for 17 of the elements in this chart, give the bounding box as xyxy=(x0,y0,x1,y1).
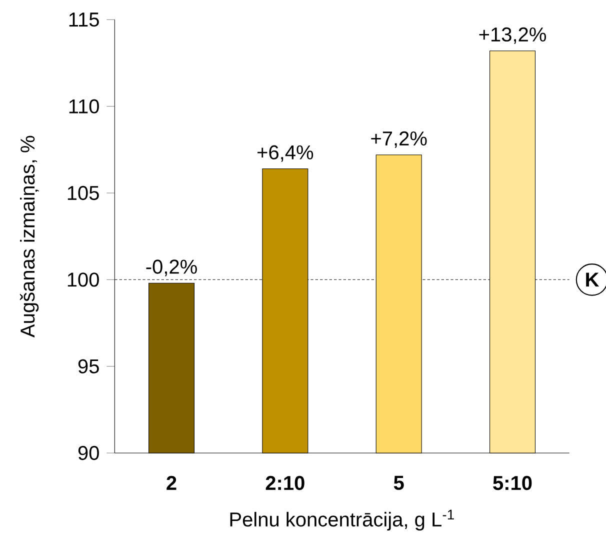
annotation: +13,2% xyxy=(479,27,546,44)
y-tick-label: 110 xyxy=(69,99,99,114)
annotation: +6,4% xyxy=(258,145,314,162)
y-tick-label: 105 xyxy=(68,186,99,200)
annotation: -0,2% xyxy=(146,260,197,276)
x-tick-label: 2 xyxy=(166,476,176,490)
y-tick-label: 90 xyxy=(78,446,99,460)
y-axis-title: Augšanas izmaiņas, % xyxy=(20,136,39,338)
y-tick-label: 100 xyxy=(68,272,99,287)
x-axis-title: Pelnu koncentrācija, g L$^{-1}$ xyxy=(230,510,454,531)
y-tick-label: 115 xyxy=(69,12,99,27)
annotation: +7,2% xyxy=(371,131,427,148)
x-tick-label: 5 xyxy=(394,476,404,490)
x-tick-label: 5:10 xyxy=(493,476,532,490)
y-tick-label: 95 xyxy=(78,359,99,374)
ref-line-label: K xyxy=(586,272,600,287)
x-tick-label: 2:10 xyxy=(266,476,304,490)
